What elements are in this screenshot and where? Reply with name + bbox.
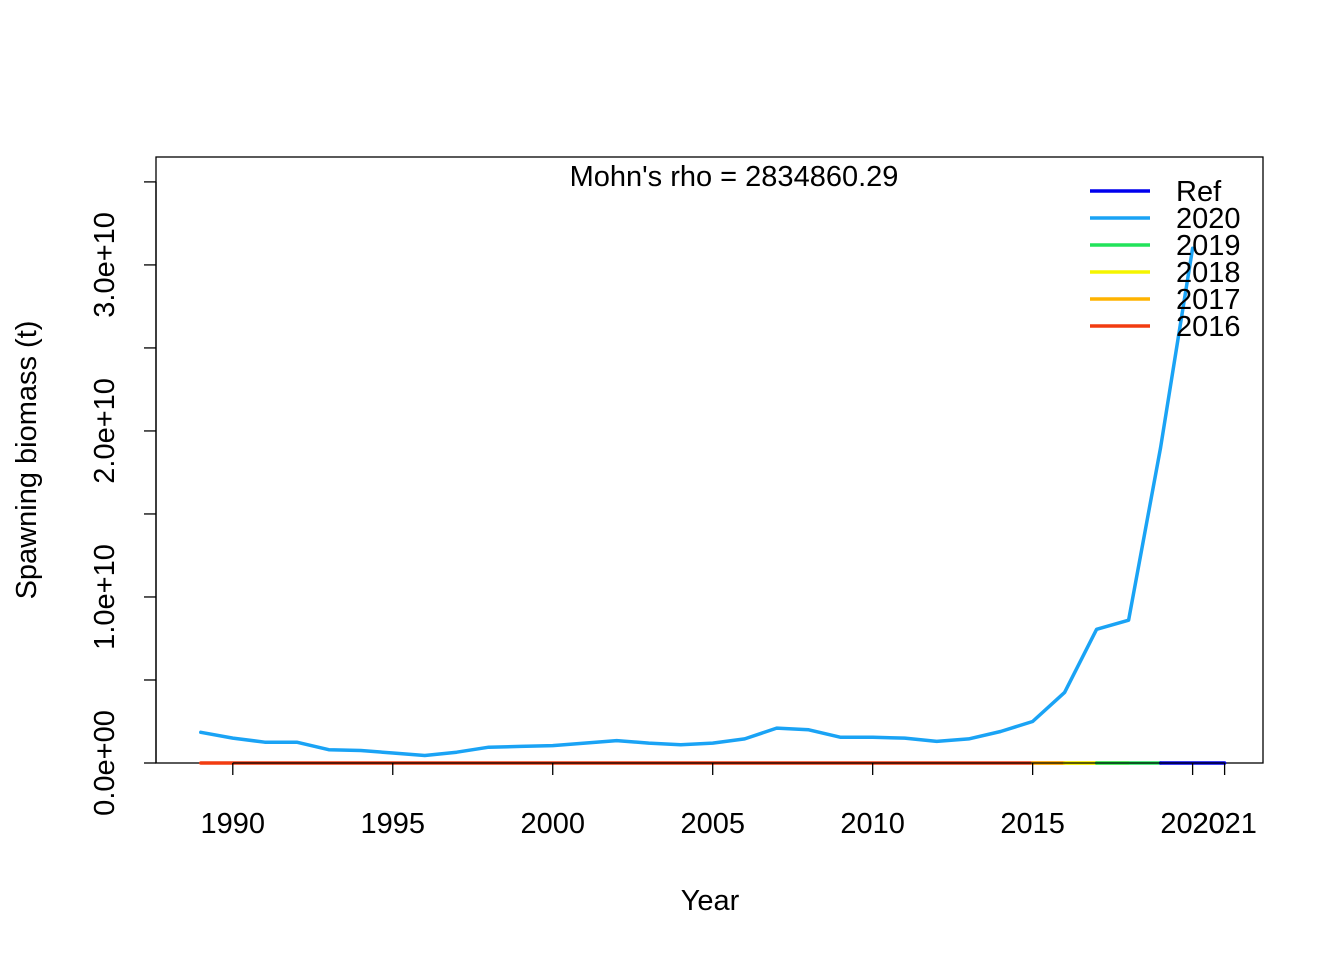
- y-tick-label-4: 2.0e+10: [89, 378, 121, 484]
- x-tick-label-2015: 2015: [1000, 808, 1065, 840]
- x-tick-label-2005: 2005: [680, 808, 745, 840]
- x-tick-label-1990: 1990: [201, 808, 266, 840]
- legend-label-2016: 2016: [1176, 311, 1241, 343]
- legend-label-2020: 2020: [1176, 203, 1241, 235]
- y-tick-label-6: 3.0e+10: [89, 212, 121, 318]
- y-tick-label-2: 1.0e+10: [89, 544, 121, 650]
- x-tick-label-2000: 2000: [520, 808, 585, 840]
- x-tick-label-2021: 2021: [1192, 808, 1257, 840]
- y-axis-label: Spawning biomass (t): [11, 321, 43, 600]
- x-tick-label-2020: 2020: [1160, 808, 1225, 840]
- x-axis-label: Year: [681, 885, 740, 917]
- plot-frame: [155, 156, 1264, 764]
- legend-label-2019: 2019: [1176, 230, 1241, 262]
- chart-annotation: Mohn's rho = 2834860.29: [570, 161, 899, 193]
- series-line-2020: [199, 246, 1195, 758]
- y-tick-label-0: 0.0e+00: [89, 710, 121, 816]
- series-layer: [199, 246, 1227, 765]
- legend-label-Ref: Ref: [1176, 176, 1222, 208]
- x-tick-label-1995: 1995: [360, 808, 425, 840]
- legend-label-2018: 2018: [1176, 257, 1241, 289]
- x-tick-label-2010: 2010: [840, 808, 905, 840]
- axis-layer: 1990 1995 2000 2005 2010 2015 202020210.0e+001…: [89, 181, 1257, 840]
- legend-label-2017: 2017: [1176, 284, 1241, 316]
